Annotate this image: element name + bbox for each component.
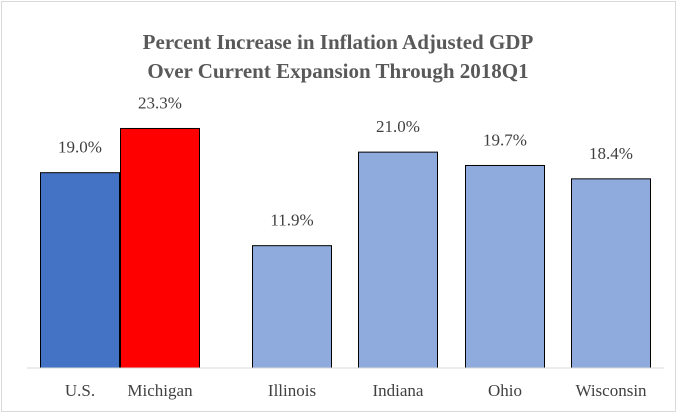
bar: [252, 245, 332, 369]
value-label: 21.0%: [376, 117, 420, 136]
bar: [465, 164, 545, 369]
x-tick-label: Ohio: [488, 381, 522, 400]
x-tick-label: Wisconsin: [575, 381, 647, 400]
chart-title-line-1: Percent Increase in Inflation Adjusted G…: [143, 30, 534, 54]
bar: [120, 127, 200, 369]
bar: [358, 151, 438, 369]
value-label: 23.3%: [138, 93, 182, 112]
value-label: 19.0%: [58, 138, 102, 157]
value-label: 11.9%: [270, 211, 313, 230]
x-tick-label: U.S.: [65, 381, 95, 400]
x-tick-label: Indiana: [373, 381, 424, 400]
value-label: 19.7%: [483, 130, 527, 149]
chart-title-line-2: Over Current Expansion Through 2018Q1: [147, 59, 528, 83]
bar: [571, 178, 651, 369]
value-label: 18.4%: [589, 144, 633, 163]
bar: [40, 172, 120, 369]
x-tick-label: Illinois: [268, 381, 316, 400]
x-tick-label: Michigan: [127, 381, 193, 400]
